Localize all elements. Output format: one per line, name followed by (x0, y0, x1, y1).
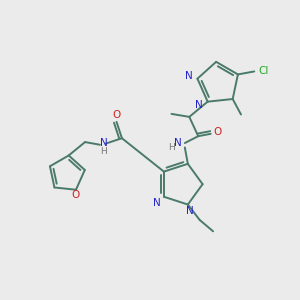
Text: N: N (185, 71, 193, 81)
Text: N: N (174, 138, 182, 148)
Text: O: O (213, 127, 221, 137)
Text: N: N (186, 206, 194, 216)
Text: O: O (72, 190, 80, 200)
Text: H: H (168, 143, 175, 152)
Text: O: O (112, 110, 121, 120)
Text: Cl: Cl (259, 66, 269, 76)
Text: H: H (100, 147, 107, 156)
Text: N: N (100, 138, 107, 148)
Text: N: N (196, 100, 203, 110)
Text: N: N (154, 198, 161, 208)
